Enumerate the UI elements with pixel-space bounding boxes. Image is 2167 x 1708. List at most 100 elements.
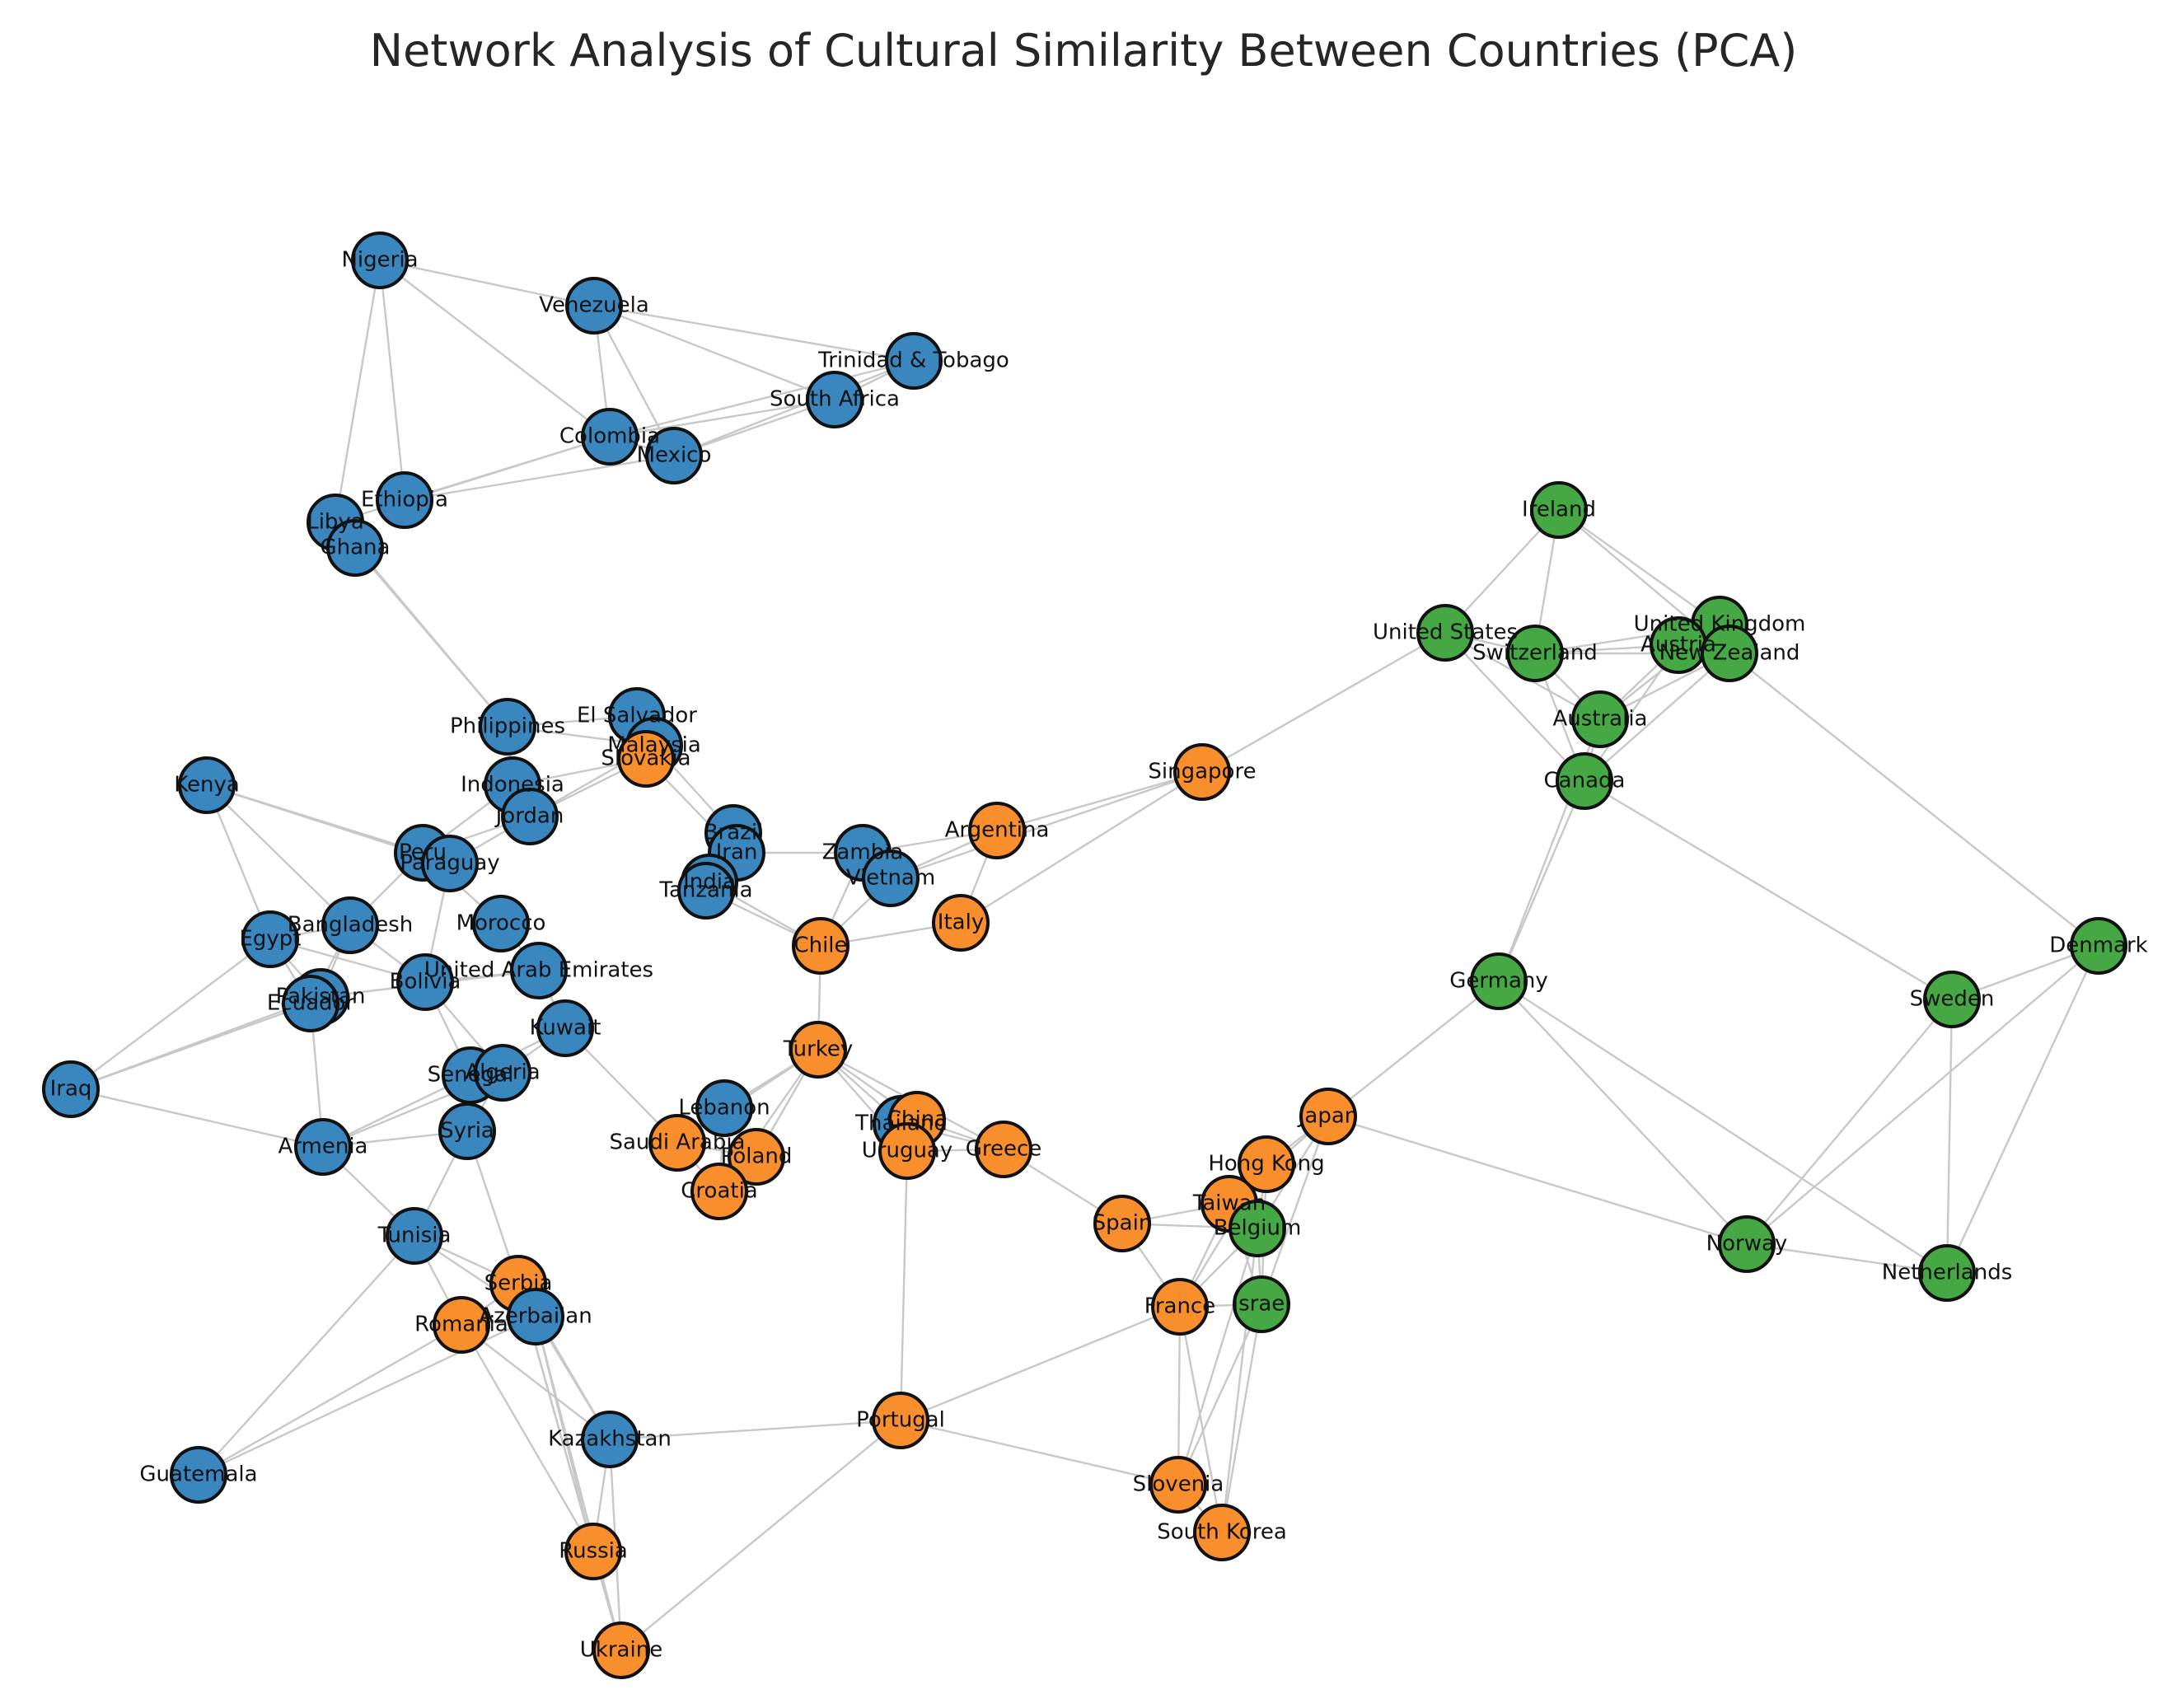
- node-label-switzerland: Switzerland: [1472, 641, 1598, 666]
- node-label-ecuador: Ecuador: [267, 991, 355, 1016]
- node-label-azerbaijan: Azerbaijan: [479, 1304, 592, 1329]
- node-ethiopia: [376, 471, 433, 529]
- node-label-japan: Japan: [1297, 1104, 1359, 1129]
- edge-canada-sweden: [1584, 779, 1953, 1001]
- node-label-mexico: Mexico: [637, 443, 712, 468]
- node-label-saudi-arabia: Saudi Arabia: [610, 1130, 746, 1155]
- edge-japan-norway: [1327, 1115, 1748, 1246]
- node-label-south-africa: South Africa: [770, 387, 900, 412]
- node-switzerland: [1506, 625, 1564, 682]
- edge-new-zealand-canada: [1584, 653, 1730, 782]
- node-ukraine: [592, 1621, 650, 1679]
- node-label-hong-kong: Hong Kong: [1208, 1152, 1324, 1177]
- node-slovakia: [617, 730, 675, 788]
- edge-uruguay-portugal: [899, 1150, 909, 1421]
- node-france: [1151, 1278, 1209, 1336]
- node-label-india: India: [683, 870, 736, 895]
- edge-denmark-netherlands: [1945, 945, 2100, 1274]
- edge-nigeria-colombia: [379, 260, 611, 438]
- node-label-iran: Iran: [716, 840, 758, 865]
- node-venezuela: [565, 277, 623, 335]
- node-label-zambia: Zambia: [822, 840, 904, 865]
- node-label-australia: Australia: [1552, 707, 1647, 732]
- node-vietnam: [862, 849, 920, 907]
- edge-argentina-singapore: [996, 770, 1203, 832]
- node-hong-kong: [1238, 1135, 1295, 1193]
- node-label-uruguay: Uruguay: [862, 1139, 953, 1163]
- node-label-singapore: Singapore: [1148, 760, 1256, 784]
- edge-mexico-ethiopia: [404, 454, 675, 502]
- node-united-states: [1416, 604, 1474, 662]
- node-germany: [1470, 952, 1528, 1010]
- node-label-denmark: Denmark: [2049, 934, 2148, 958]
- node-label-china: China: [887, 1107, 948, 1132]
- node-label-austria: Austria: [1640, 633, 1716, 657]
- node-philippines: [479, 698, 536, 756]
- node-label-ukraine: Ukraine: [580, 1638, 662, 1663]
- node-armenia: [294, 1118, 352, 1176]
- node-label-united-kingdom: United Kingdom: [1634, 612, 1806, 637]
- node-label-guatemala: Guatemala: [139, 1462, 257, 1487]
- node-label-senegal: Senegal: [428, 1063, 514, 1088]
- node-label-nigeria: Nigeria: [341, 248, 418, 273]
- edge-denmark-norway: [1746, 945, 2099, 1245]
- edge-singapore-italy: [960, 770, 1203, 924]
- node-netherlands: [1918, 1244, 1976, 1302]
- node-bolivia: [396, 953, 454, 1011]
- node-belgium: [1229, 1200, 1286, 1257]
- node-label-malaysia: Malaysia: [607, 733, 701, 758]
- edge-israel-slovenia: [1177, 1303, 1263, 1486]
- edge-tunisia-guatemala: [198, 1235, 415, 1476]
- node-portugal: [872, 1392, 929, 1449]
- node-label-ethiopia: Ethiopia: [361, 488, 448, 512]
- node-trinidad-and-tobago: [885, 332, 943, 390]
- node-label-kenya: Kenya: [174, 773, 240, 798]
- node-spain: [1093, 1195, 1151, 1252]
- node-south-africa: [806, 371, 864, 428]
- node-label-brazil: Brazil: [704, 821, 764, 845]
- node-israel: [1233, 1275, 1290, 1333]
- edge-singapore-vietnam: [890, 770, 1203, 880]
- node-label-algeria: Algeria: [465, 1060, 540, 1085]
- edge-trinidad-and-tobago-colombia: [609, 359, 915, 438]
- node-egypt: [241, 910, 299, 968]
- node-argentina: [968, 802, 1026, 859]
- node-bangladesh: [321, 896, 379, 954]
- edge-israel-south-korea: [1220, 1303, 1263, 1533]
- node-label-ghana: Ghana: [321, 536, 391, 560]
- node-label-greece: Greece: [966, 1137, 1042, 1162]
- node-label-italy: Italy: [938, 910, 984, 935]
- edge-sweden-netherlands: [1945, 999, 1954, 1274]
- node-south-korea: [1193, 1504, 1251, 1561]
- node-poland: [728, 1128, 785, 1186]
- node-saudi-arabia: [648, 1114, 706, 1172]
- node-tunisia: [386, 1207, 443, 1265]
- node-label-egypt: Egypt: [239, 927, 301, 952]
- node-label-indonesia: Indonesia: [461, 773, 564, 798]
- node-paraguay: [421, 835, 479, 892]
- node-label-vietnam: Vietnam: [846, 866, 935, 891]
- node-ireland: [1530, 481, 1588, 539]
- node-jordan: [501, 788, 559, 845]
- node-iraq: [42, 1060, 100, 1118]
- node-algeria: [474, 1044, 531, 1102]
- node-label-portugal: Portugal: [856, 1408, 945, 1433]
- node-lebanon: [695, 1079, 753, 1137]
- edge-egypt-iraq: [70, 938, 271, 1090]
- node-label-netherlands: Netherlands: [1882, 1261, 2013, 1285]
- node-label-france: France: [1144, 1294, 1215, 1319]
- node-united-arab-emirates: [510, 942, 568, 999]
- node-russia: [564, 1523, 622, 1580]
- edge-azerbaijan-ukraine: [534, 1316, 623, 1651]
- node-kazakhstan: [581, 1411, 639, 1468]
- node-label-morocco: Morocco: [456, 911, 546, 936]
- node-label-bangladesh: Bangladesh: [288, 913, 413, 938]
- node-denmark: [2070, 917, 2127, 975]
- node-label-slovenia: Slovenia: [1133, 1472, 1224, 1497]
- node-label-new-zealand: New Zealand: [1659, 641, 1800, 666]
- edges-layer: [70, 259, 2100, 1651]
- edge-japan-germany: [1327, 980, 1500, 1117]
- node-label-united-arab-emirates: United Arab Emirates: [424, 958, 653, 983]
- node-uruguay: [878, 1122, 936, 1180]
